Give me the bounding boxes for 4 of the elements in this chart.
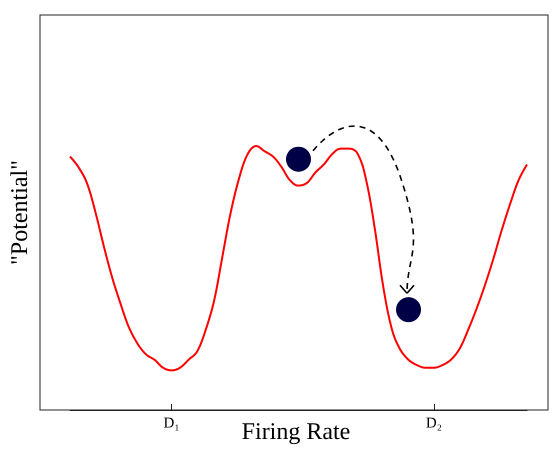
- x-axis-title: Firing Rate: [242, 419, 350, 445]
- y-axis-title: "Potential": [7, 160, 33, 265]
- x-tick-label: D₁: [164, 416, 180, 432]
- x-tick-label: D₂: [426, 416, 442, 432]
